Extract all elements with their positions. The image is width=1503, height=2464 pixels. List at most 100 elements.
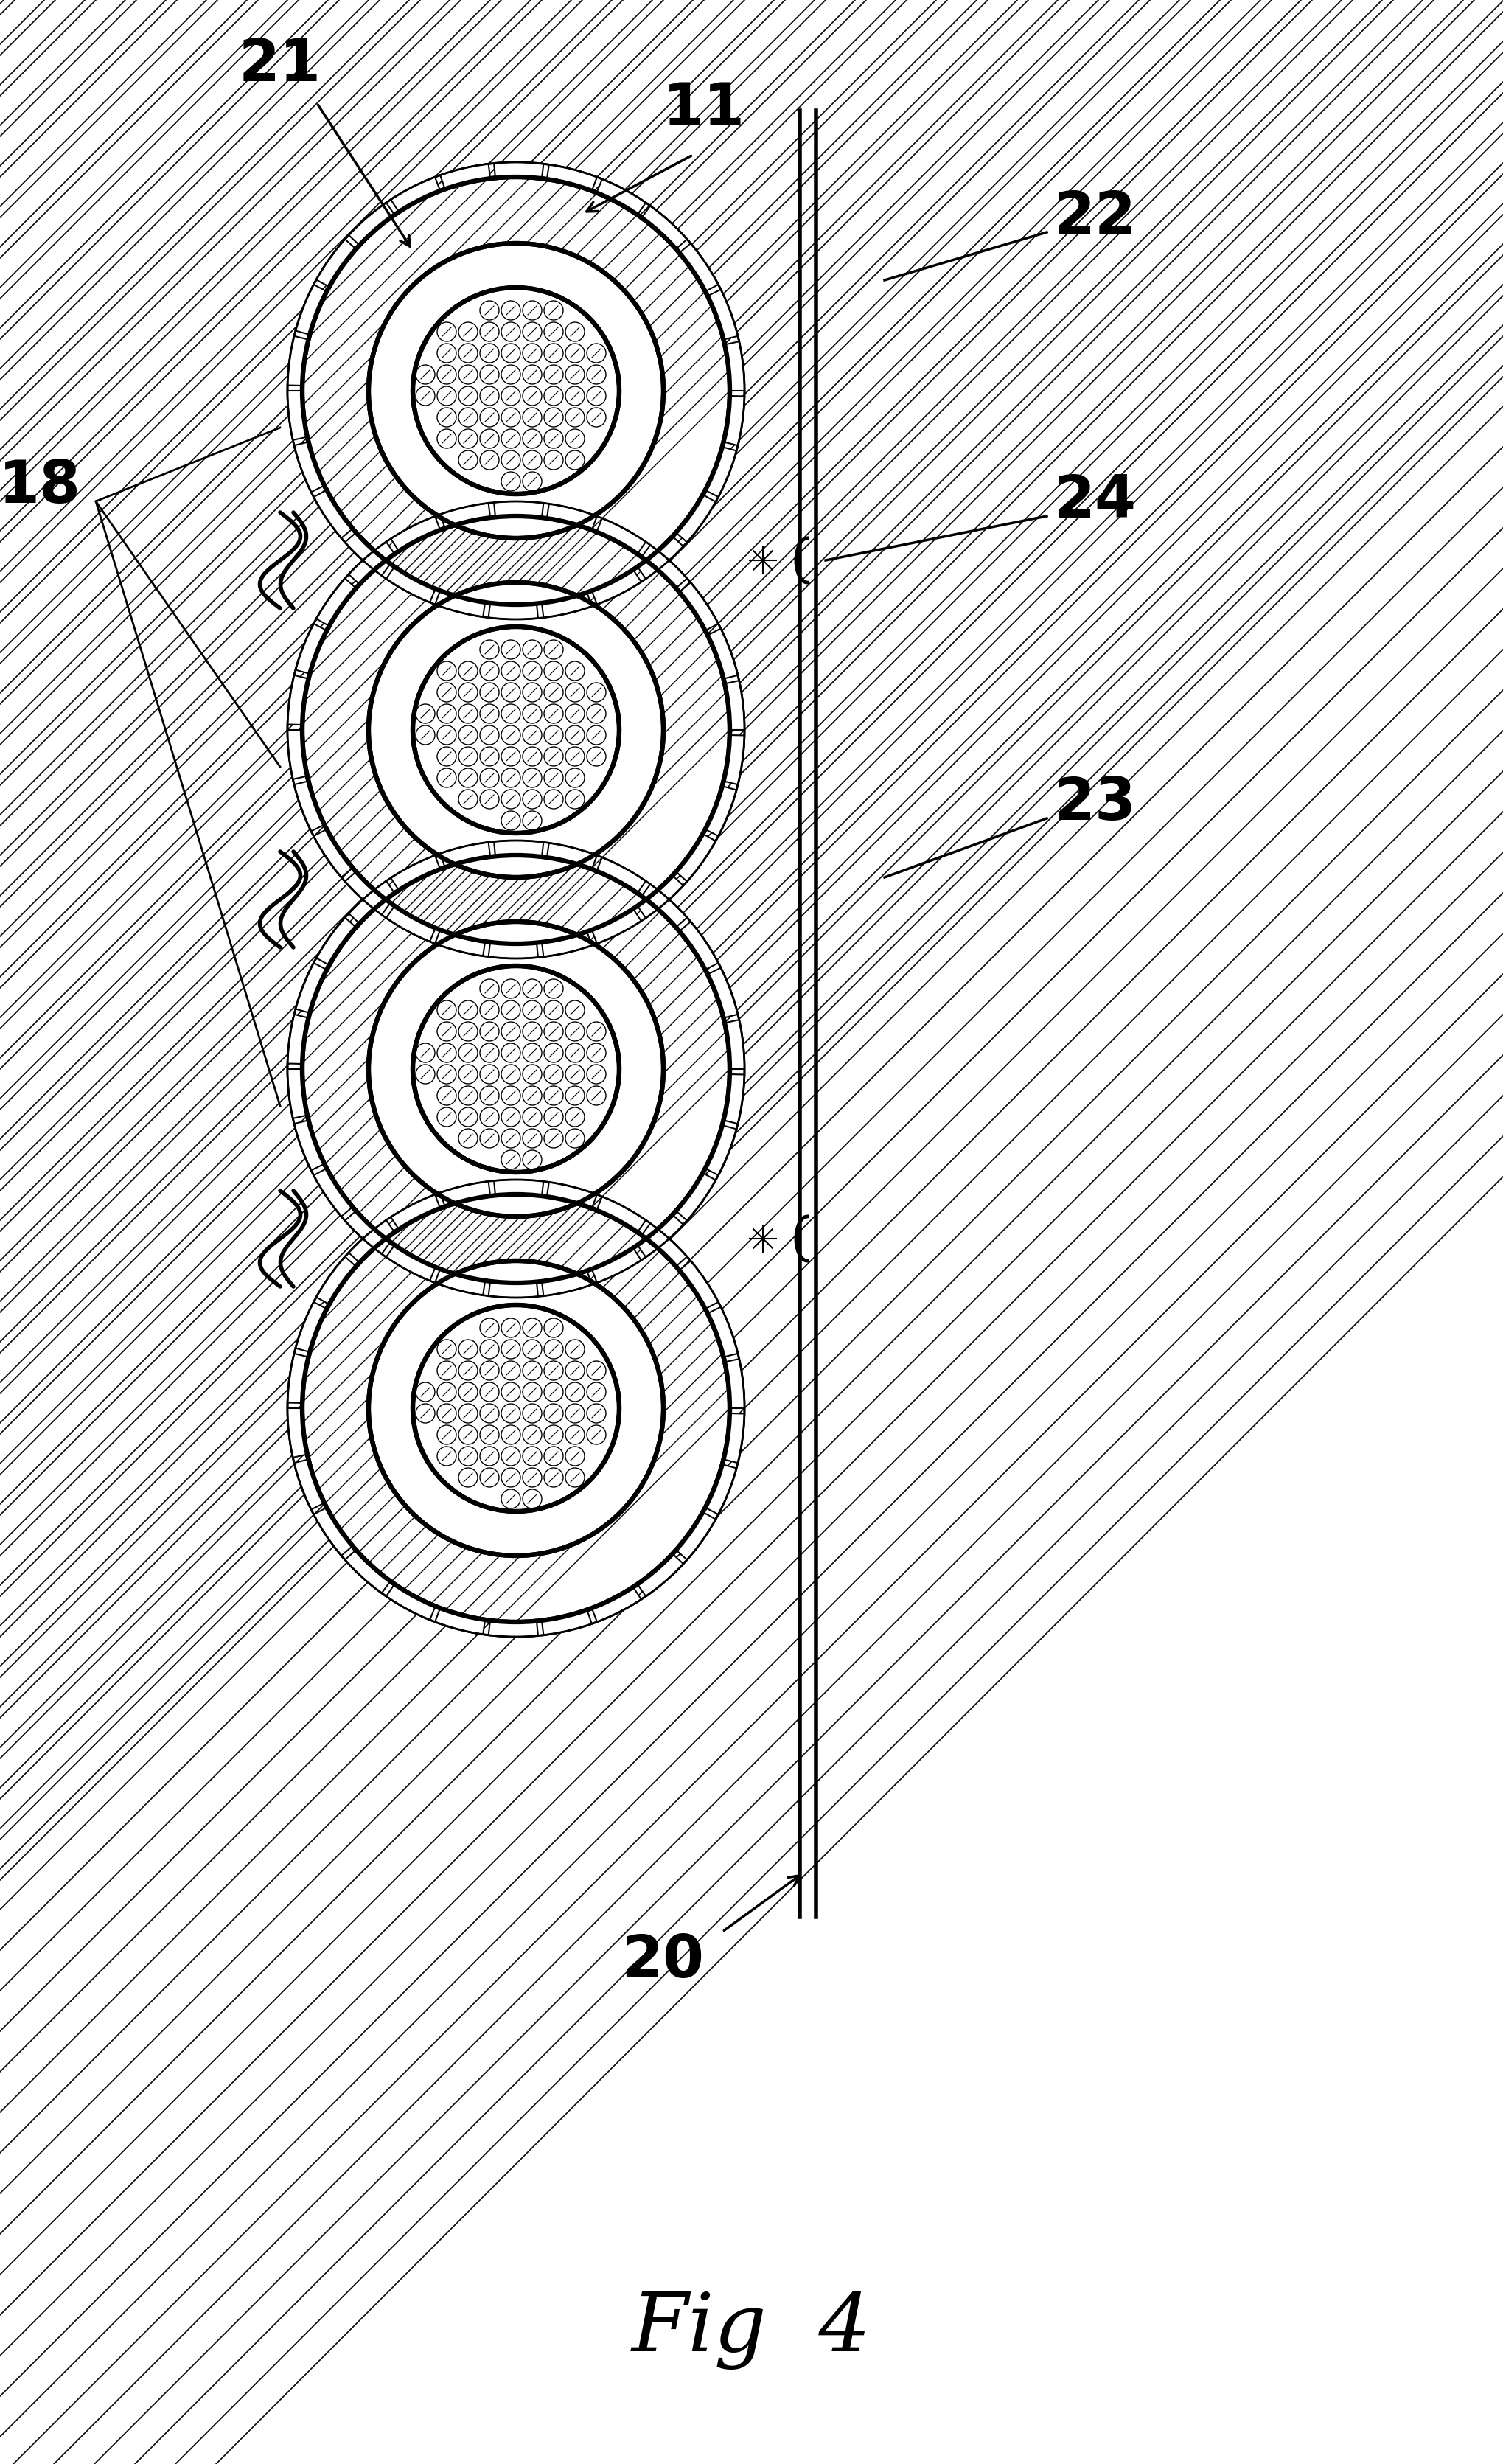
Circle shape	[479, 705, 499, 724]
PathPatch shape	[391, 855, 440, 890]
PathPatch shape	[434, 1609, 485, 1634]
PathPatch shape	[724, 1020, 744, 1069]
Circle shape	[479, 407, 499, 426]
Circle shape	[500, 1000, 520, 1020]
PathPatch shape	[642, 207, 687, 249]
Circle shape	[565, 387, 585, 407]
Circle shape	[479, 1446, 499, 1466]
Circle shape	[565, 1000, 585, 1020]
Circle shape	[500, 1106, 520, 1126]
PathPatch shape	[592, 1587, 642, 1621]
PathPatch shape	[287, 335, 308, 384]
PathPatch shape	[295, 1121, 325, 1170]
Circle shape	[500, 641, 520, 660]
Circle shape	[479, 1469, 499, 1488]
Text: 11: 11	[663, 81, 745, 138]
Circle shape	[458, 1064, 478, 1084]
Circle shape	[523, 1106, 541, 1126]
PathPatch shape	[296, 963, 326, 1013]
Circle shape	[479, 323, 499, 342]
Circle shape	[413, 626, 619, 833]
PathPatch shape	[679, 922, 718, 971]
Circle shape	[565, 1087, 585, 1106]
Circle shape	[437, 387, 457, 407]
Circle shape	[523, 1382, 541, 1402]
Circle shape	[523, 1446, 541, 1466]
Circle shape	[368, 922, 663, 1217]
Text: 20: 20	[622, 1932, 705, 1991]
PathPatch shape	[547, 503, 597, 530]
Circle shape	[437, 1360, 457, 1380]
PathPatch shape	[723, 734, 744, 784]
Circle shape	[479, 683, 499, 702]
Circle shape	[479, 1360, 499, 1380]
PathPatch shape	[724, 342, 744, 392]
PathPatch shape	[541, 591, 592, 618]
PathPatch shape	[434, 1269, 485, 1296]
Circle shape	[523, 1340, 541, 1358]
Circle shape	[500, 1087, 520, 1106]
Circle shape	[479, 641, 499, 660]
Circle shape	[523, 1488, 541, 1508]
Circle shape	[523, 1000, 541, 1020]
Circle shape	[458, 660, 478, 680]
Circle shape	[565, 1404, 585, 1422]
Circle shape	[437, 683, 457, 702]
PathPatch shape	[705, 1126, 736, 1175]
Circle shape	[437, 407, 457, 426]
Circle shape	[479, 1000, 499, 1020]
PathPatch shape	[287, 675, 308, 724]
Circle shape	[500, 1151, 520, 1170]
PathPatch shape	[287, 392, 307, 441]
PathPatch shape	[724, 680, 744, 729]
Circle shape	[544, 705, 564, 724]
PathPatch shape	[724, 1358, 744, 1409]
PathPatch shape	[494, 163, 544, 177]
Circle shape	[479, 429, 499, 448]
Circle shape	[565, 1340, 585, 1358]
Circle shape	[544, 788, 564, 808]
Circle shape	[565, 724, 585, 744]
PathPatch shape	[708, 628, 738, 678]
Circle shape	[500, 1404, 520, 1422]
PathPatch shape	[314, 1168, 353, 1217]
Bar	[0, 0, 340, 1880]
Text: 21: 21	[239, 37, 322, 94]
Circle shape	[302, 1195, 730, 1621]
Circle shape	[437, 747, 457, 766]
Circle shape	[458, 747, 478, 766]
Circle shape	[544, 978, 564, 998]
Circle shape	[458, 1129, 478, 1148]
Circle shape	[523, 1360, 541, 1380]
Circle shape	[523, 342, 541, 362]
PathPatch shape	[287, 1409, 307, 1459]
Circle shape	[479, 769, 499, 788]
Circle shape	[523, 323, 541, 342]
Circle shape	[544, 342, 564, 362]
Circle shape	[413, 288, 619, 493]
PathPatch shape	[708, 968, 738, 1018]
PathPatch shape	[349, 542, 395, 584]
Circle shape	[586, 387, 606, 407]
Circle shape	[437, 660, 457, 680]
PathPatch shape	[597, 857, 646, 892]
Circle shape	[523, 1404, 541, 1422]
Circle shape	[565, 1469, 585, 1488]
Circle shape	[500, 660, 520, 680]
Circle shape	[479, 1106, 499, 1126]
Circle shape	[302, 177, 730, 604]
Circle shape	[458, 429, 478, 448]
Circle shape	[565, 1106, 585, 1126]
Circle shape	[523, 1064, 541, 1084]
Circle shape	[458, 705, 478, 724]
PathPatch shape	[434, 929, 485, 956]
Circle shape	[523, 1424, 541, 1444]
Circle shape	[416, 1404, 434, 1422]
Circle shape	[544, 365, 564, 384]
Circle shape	[458, 769, 478, 788]
PathPatch shape	[295, 781, 325, 830]
Circle shape	[523, 407, 541, 426]
Circle shape	[458, 1042, 478, 1062]
PathPatch shape	[597, 517, 646, 554]
PathPatch shape	[494, 840, 544, 857]
